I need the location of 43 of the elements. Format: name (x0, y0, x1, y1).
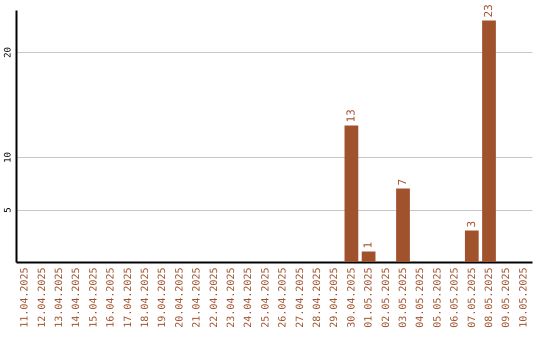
x-tick-label: 29.04.2025 (329, 268, 340, 328)
x-tick-label: 18.04.2025 (140, 268, 151, 328)
x-tick-label: 23.04.2025 (226, 268, 237, 328)
x-tick-label: 19.04.2025 (157, 268, 168, 328)
x-tick-label: 13.04.2025 (54, 268, 65, 328)
bar (464, 230, 479, 262)
y-tick-label: 10 (4, 152, 14, 163)
bar (396, 188, 410, 262)
x-tick-label: 12.04.2025 (36, 268, 48, 328)
x-tick-label: 28.04.2025 (312, 268, 323, 328)
bar (362, 252, 376, 262)
x-tick-label: 03.05.2025 (398, 268, 409, 328)
x-tick-label: 26.04.2025 (278, 268, 289, 328)
x-tick-label: 30.04.2025 (346, 268, 358, 328)
x-tick-label: 05.05.2025 (432, 268, 444, 328)
x-tick-label: 06.05.2025 (450, 268, 461, 328)
data-label: 23 (482, 4, 495, 18)
x-tick-label: 01.05.2025 (364, 268, 375, 328)
x-tick-label: 24.04.2025 (243, 268, 254, 328)
y-tick-label: 20 (4, 47, 14, 58)
x-tick-label: 22.04.2025 (208, 268, 220, 328)
x-tick-label: 11.04.2025 (20, 268, 31, 328)
x-tick-label: 17.04.2025 (122, 268, 134, 328)
x-tick-label: 16.04.2025 (106, 268, 117, 328)
data-label: 1 (362, 242, 375, 248)
bar (482, 20, 496, 262)
y-tick-label: 5 (4, 207, 14, 213)
x-tick-label: 25.04.2025 (260, 268, 272, 328)
x-tick-label: 27.04.2025 (294, 268, 306, 328)
x-tick-label: 14.04.2025 (71, 268, 82, 328)
x-tick-label: 02.05.2025 (380, 268, 392, 328)
x-tick-label: 07.05.2025 (466, 268, 478, 328)
data-label: 3 (464, 220, 478, 228)
x-tick-label: 04.05.2025 (415, 268, 426, 328)
x-tick-label: 21.04.2025 (192, 268, 203, 328)
data-label: 13 (344, 109, 358, 122)
x-tick-label: 09.05.2025 (501, 268, 512, 328)
x-tick-label: 10.05.2025 (518, 268, 530, 328)
x-tick-label: 08.05.2025 (484, 268, 495, 328)
data-label: 7 (396, 178, 409, 186)
bar (344, 126, 358, 262)
x-tick-label: 20.04.2025 (174, 268, 186, 328)
x-tick-label: 15.04.2025 (88, 268, 100, 328)
